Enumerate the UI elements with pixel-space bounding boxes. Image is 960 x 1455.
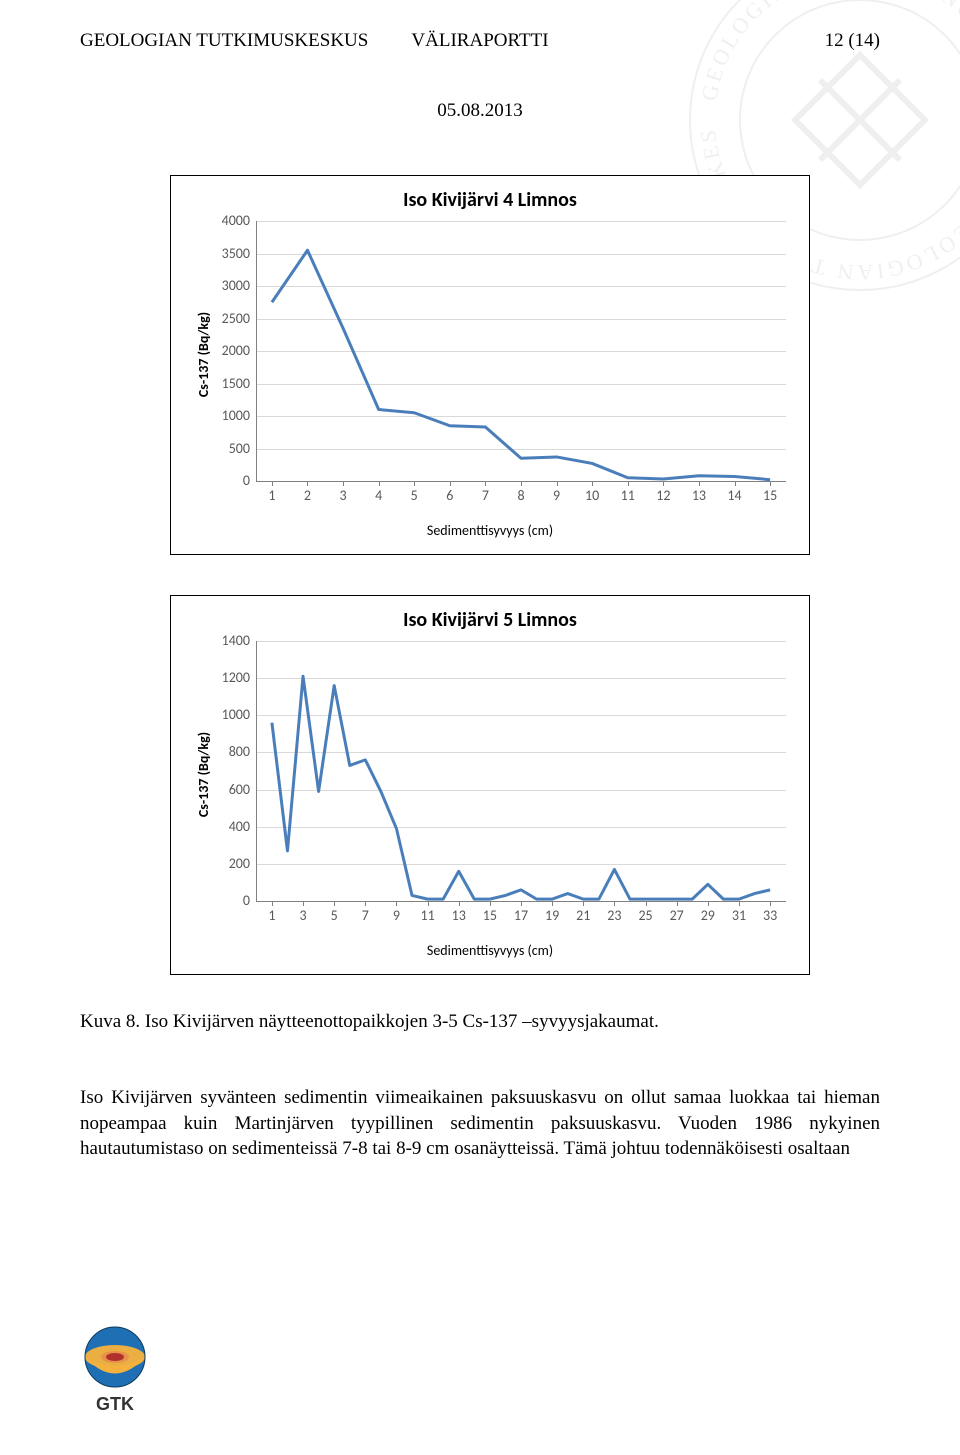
x-tick-label: 9 xyxy=(545,487,569,504)
y-tick-label: 4000 xyxy=(200,212,250,229)
y-tick-label: 1400 xyxy=(200,632,250,649)
logo-text: GTK xyxy=(96,1394,134,1414)
x-tick-label: 25 xyxy=(634,907,658,924)
chart2-plot: 0200400600800100012001400135791113151719… xyxy=(256,641,786,901)
y-tick-label: 0 xyxy=(200,892,250,909)
y-tick-label: 3000 xyxy=(200,277,250,294)
y-tick-label: 3500 xyxy=(200,245,250,262)
figure-caption: Kuva 8. Iso Kivijärven näytteenottopaikk… xyxy=(80,1010,880,1035)
chart1-title: Iso Kivijärvi 4 Limnos xyxy=(171,188,809,212)
x-tick-label: 12 xyxy=(651,487,675,504)
x-tick-label: 5 xyxy=(322,907,346,924)
y-tick-label: 1000 xyxy=(200,407,250,424)
x-tick-label: 29 xyxy=(696,907,720,924)
chart-iso-kivijarvi-5: Iso Kivijärvi 5 Limnos 02004006008001000… xyxy=(170,595,810,975)
x-tick-label: 3 xyxy=(291,907,315,924)
x-tick-label: 19 xyxy=(540,907,564,924)
x-tick-label: 10 xyxy=(580,487,604,504)
chart-iso-kivijarvi-4: Iso Kivijärvi 4 Limnos 05001000150020002… xyxy=(170,175,810,555)
x-tick-label: 1 xyxy=(260,487,284,504)
x-tick-label: 15 xyxy=(758,487,782,504)
x-tick-label: 6 xyxy=(438,487,462,504)
x-tick-label: 9 xyxy=(384,907,408,924)
header-left: GEOLOGIAN TUTKIMUSKESKUS xyxy=(80,30,368,52)
x-tick-label: 14 xyxy=(723,487,747,504)
x-tick-label: 17 xyxy=(509,907,533,924)
x-tick-label: 31 xyxy=(727,907,751,924)
x-tick-label: 1 xyxy=(260,907,284,924)
x-tick-label: 7 xyxy=(473,487,497,504)
x-tick-label: 4 xyxy=(367,487,391,504)
x-tick-label: 7 xyxy=(353,907,377,924)
x-tick-label: 3 xyxy=(331,487,355,504)
y-tick-label: 400 xyxy=(200,818,250,835)
x-tick-label: 15 xyxy=(478,907,502,924)
x-tick-label: 33 xyxy=(758,907,782,924)
x-tick-label: 11 xyxy=(416,907,440,924)
body-paragraph: Iso Kivijärven syvänteen sedimentin viim… xyxy=(80,1085,880,1162)
header-date: 05.08.2013 xyxy=(437,100,523,122)
chart2-xlabel: Sedimenttisyvyys (cm) xyxy=(427,942,553,959)
y-tick-label: 1000 xyxy=(200,706,250,723)
header-center: VÄLIRAPORTTI xyxy=(411,30,548,52)
chart2-title: Iso Kivijärvi 5 Limnos xyxy=(171,608,809,632)
x-tick-label: 11 xyxy=(616,487,640,504)
x-tick-label: 23 xyxy=(602,907,626,924)
x-tick-label: 2 xyxy=(295,487,319,504)
x-tick-label: 21 xyxy=(571,907,595,924)
x-tick-label: 13 xyxy=(687,487,711,504)
y-tick-label: 200 xyxy=(200,855,250,872)
page-header: GEOLOGIAN TUTKIMUSKESKUS VÄLIRAPORTTI 12… xyxy=(80,30,880,52)
chart1-ylabel: Cs-137 (Bq/kg) xyxy=(195,312,212,397)
y-tick-label: 0 xyxy=(200,472,250,489)
y-tick-label: 500 xyxy=(200,440,250,457)
chart2-ylabel: Cs-137 (Bq/kg) xyxy=(195,732,212,817)
x-tick-label: 27 xyxy=(665,907,689,924)
chart1-plot: 0500100015002000250030003500400012345678… xyxy=(256,221,786,481)
x-tick-label: 8 xyxy=(509,487,533,504)
y-tick-label: 1200 xyxy=(200,669,250,686)
gtk-logo: GTK xyxy=(80,1325,150,1415)
header-right: 12 (14) xyxy=(825,30,880,52)
x-tick-label: 5 xyxy=(402,487,426,504)
chart1-xlabel: Sedimenttisyvyys (cm) xyxy=(427,522,553,539)
x-tick-label: 13 xyxy=(447,907,471,924)
